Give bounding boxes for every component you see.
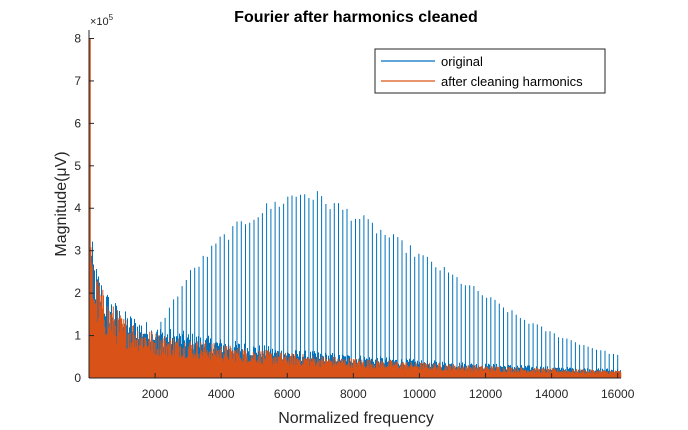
x-tick-label: 14000 xyxy=(535,387,569,401)
y-exponent-label: ×105 xyxy=(90,13,114,28)
y-tick-label: 8 xyxy=(74,31,81,45)
y-tick-label: 4 xyxy=(74,201,81,215)
x-axis-label: Normalized frequency xyxy=(278,410,434,427)
x-tick-label: 2000 xyxy=(142,387,169,401)
x-tick-label: 16000 xyxy=(601,387,635,401)
y-axis-label: Magnitude(μV) xyxy=(53,151,70,256)
y-tick-label: 3 xyxy=(74,244,81,258)
y-tick-label: 2 xyxy=(74,286,81,300)
legend-entry-after-cleaning: after cleaning harmonics xyxy=(441,74,583,89)
y-tick-label: 6 xyxy=(74,116,81,130)
axes xyxy=(88,30,621,379)
x-tick-label: 10000 xyxy=(403,387,437,401)
chart-title: Fourier after harmonics cleaned xyxy=(234,9,478,26)
legend: original after cleaning harmonics xyxy=(374,48,606,94)
x-tick-label: 4000 xyxy=(208,387,235,401)
legend-entry-original: original xyxy=(441,54,483,69)
x-tick-label: 6000 xyxy=(274,387,301,401)
y-tick-label: 1 xyxy=(74,329,81,343)
x-tick-label: 12000 xyxy=(469,387,503,401)
y-tick-label: 5 xyxy=(74,159,81,173)
y-axis-ticks: 0 1 2 3 4 5 6 7 8 xyxy=(74,31,94,385)
legend-box xyxy=(374,48,606,94)
y-exponent-power: 5 xyxy=(109,13,114,22)
x-tick-label: 8000 xyxy=(340,387,367,401)
y-exponent-base: ×10 xyxy=(90,16,109,28)
x-axis-ticks: 2000 4000 6000 8000 10000 12000 14000 16000 xyxy=(142,373,635,401)
y-tick-label: 0 xyxy=(74,371,81,385)
y-tick-label: 7 xyxy=(74,74,81,88)
